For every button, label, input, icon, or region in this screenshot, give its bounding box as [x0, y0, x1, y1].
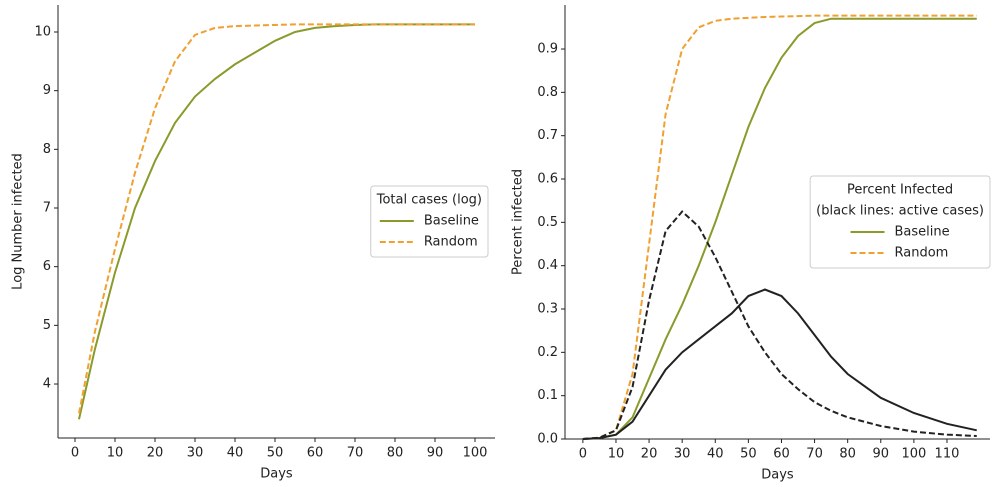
- legend-label: Baseline: [895, 225, 950, 240]
- y-tick-label: 0.2: [537, 345, 558, 360]
- x-tick-label: 80: [839, 447, 856, 462]
- legend-title: Total cases (log): [376, 193, 482, 208]
- x-tick-label: 60: [307, 446, 324, 461]
- y-tick-label: 7: [43, 201, 51, 216]
- x-tick-label: 50: [740, 447, 757, 462]
- x-tick-label: 60: [773, 447, 790, 462]
- x-tick-label: 110: [935, 447, 960, 462]
- y-tick-label: 0.3: [537, 302, 558, 317]
- x-tick-label: 40: [707, 447, 724, 462]
- legend-box: [370, 185, 489, 258]
- x-tick-label: 20: [641, 447, 658, 462]
- y-tick-label: 0.5: [537, 215, 558, 230]
- y-tick-label: 0.1: [537, 388, 558, 403]
- x-tick-label: 80: [387, 446, 404, 461]
- series-line: [78, 23, 475, 414]
- series-line: [582, 288, 977, 440]
- y-tick-label: 6: [43, 259, 51, 274]
- y-tick-label: 9: [43, 83, 51, 98]
- legend-label: Random: [895, 246, 949, 261]
- x-tick-label: 70: [347, 446, 364, 461]
- y-tick-label: 0.4: [537, 258, 558, 273]
- series-line: [582, 17, 977, 440]
- x-tick-label: 70: [806, 447, 823, 462]
- y-tick-label: 10: [34, 24, 51, 39]
- x-tick-label: 20: [147, 446, 164, 461]
- x-tick-label: 0: [71, 446, 79, 461]
- legend: Percent Infected (black lines: active cas…: [809, 175, 991, 269]
- x-tick-label: 100: [901, 447, 926, 462]
- legend-label: Random: [424, 235, 478, 250]
- x-tick-label: 50: [267, 446, 284, 461]
- y-tick-label: 4: [43, 377, 51, 392]
- x-axis-label: Days: [761, 468, 794, 483]
- x-tick-label: 10: [608, 447, 625, 462]
- legend-title: Percent Infected: [847, 183, 953, 198]
- x-axis-label: Days: [260, 467, 293, 482]
- x-tick-label: 30: [674, 447, 691, 462]
- x-tick-label: 30: [187, 446, 204, 461]
- x-tick-label: 90: [872, 447, 889, 462]
- series-line: [582, 14, 977, 440]
- y-tick-label: 0.6: [537, 172, 558, 187]
- y-axis-label: Percent infected: [511, 169, 526, 275]
- x-tick-label: 90: [427, 446, 444, 461]
- x-tick-label: 40: [227, 446, 244, 461]
- y-tick-label: 0.0: [537, 432, 558, 447]
- legend-label: Baseline: [424, 214, 479, 229]
- y-tick-label: 0.7: [537, 128, 558, 143]
- legend-title: (black lines: active cases): [816, 204, 984, 219]
- x-tick-label: 100: [463, 446, 488, 461]
- legend: Total cases (log) Baseline Random: [370, 185, 489, 258]
- legend-box: [809, 175, 991, 269]
- y-tick-label: 5: [43, 318, 51, 333]
- y-tick-label: 0.8: [537, 85, 558, 100]
- y-tick-label: 0.9: [537, 42, 558, 57]
- x-tick-label: 10: [107, 446, 124, 461]
- y-axis-label: Log Number infected: [11, 153, 26, 290]
- x-tick-label: 0: [579, 447, 587, 462]
- series-line: [582, 210, 977, 440]
- y-tick-label: 8: [43, 142, 51, 157]
